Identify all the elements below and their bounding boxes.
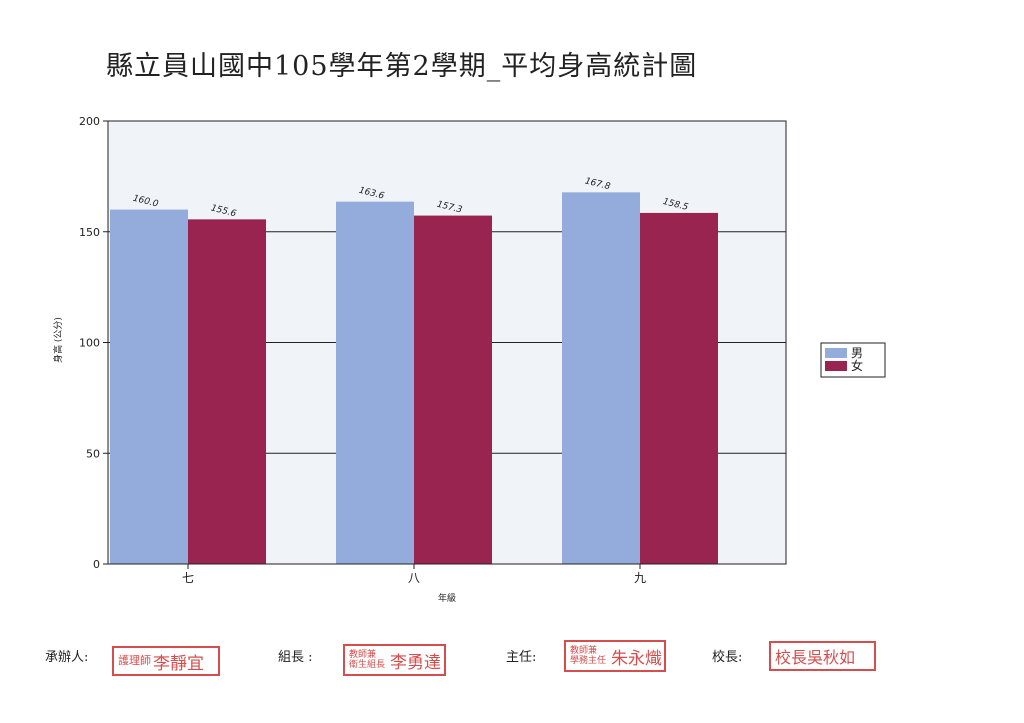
- bar-male: [110, 209, 188, 564]
- section-chief-label: 組長 :: [278, 650, 313, 665]
- director-stamp-name: 朱永熾: [611, 648, 663, 669]
- signature-footer: 承辦人: 護理師 李靜宜 組長 : 教師兼 衛生組長 李勇達 主任: 教師兼 學…: [0, 636, 1024, 686]
- x-tick-label: 七: [182, 571, 194, 585]
- undertaker-stamp-name: 李靜宜: [153, 653, 204, 674]
- page-title: 縣立員山國中105學年第2學期_平均身高統計圖: [106, 51, 698, 82]
- director-stamp: 教師兼 學務主任 朱永熾: [564, 640, 666, 672]
- principal-label: 校長:: [712, 650, 743, 665]
- legend: 男女: [820, 342, 886, 378]
- axes: 0 50 100 150 200 七 八 九: [79, 115, 787, 585]
- section-chief-stamp: 教師兼 衛生組長 李勇達: [343, 644, 446, 676]
- bar-female: [414, 215, 492, 564]
- y-tick-label: 200: [79, 115, 100, 128]
- y-tick-label: 100: [79, 337, 100, 350]
- bar-male: [562, 192, 640, 564]
- x-tick-label: 九: [634, 571, 646, 585]
- director-stamp-title1: 教師兼: [570, 646, 598, 656]
- section-chief-stamp-title2: 衛生組長: [349, 660, 386, 670]
- undertaker-label: 承辦人:: [45, 650, 89, 665]
- director-label: 主任:: [506, 650, 537, 665]
- y-axis-title: 身高 (公分): [52, 317, 64, 363]
- principal-stamp: 校長吳秋如: [769, 641, 876, 671]
- y-tick-label: 150: [79, 226, 100, 239]
- bar-female: [188, 219, 266, 564]
- y-tick-label: 50: [86, 447, 100, 460]
- undertaker-stamp-title: 護理師: [118, 654, 151, 667]
- x-tick-label: 八: [408, 571, 420, 585]
- section-chief-stamp-name: 李勇達: [390, 652, 442, 673]
- y-tick-label: 0: [93, 558, 100, 571]
- bars: [110, 192, 718, 565]
- section-chief-stamp-title1: 教師兼: [349, 650, 377, 660]
- legend-swatch-male: [825, 348, 847, 358]
- bar-female: [640, 212, 718, 565]
- x-axis-title: 年級: [438, 592, 456, 604]
- principal-stamp-text: 校長吳秋如: [775, 648, 856, 667]
- undertaker-stamp: 護理師 李靜宜: [112, 646, 220, 676]
- legend-swatch-female: [825, 361, 847, 371]
- bar-male: [336, 201, 414, 564]
- director-stamp-title2: 學務主任: [570, 656, 607, 666]
- legend-label-female: 女: [851, 358, 863, 373]
- legend-label-male: 男: [851, 346, 863, 360]
